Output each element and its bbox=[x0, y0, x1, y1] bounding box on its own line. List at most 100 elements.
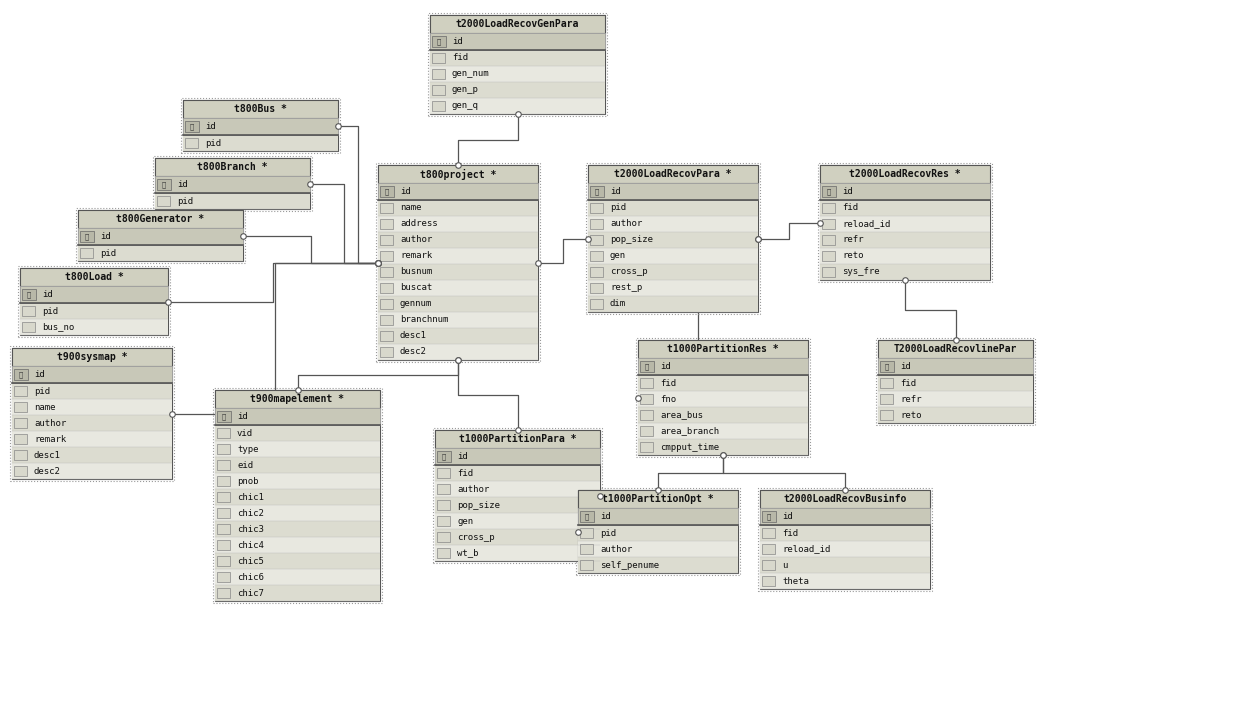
Bar bbox=[590, 219, 603, 229]
Bar bbox=[430, 98, 605, 114]
Text: buscat: buscat bbox=[401, 283, 433, 293]
Bar bbox=[155, 193, 310, 209]
Text: t800project *: t800project * bbox=[420, 169, 496, 179]
Text: refr: refr bbox=[842, 236, 863, 244]
Bar bbox=[14, 418, 27, 428]
Bar bbox=[215, 408, 379, 425]
Bar bbox=[428, 13, 608, 116]
Bar bbox=[379, 283, 393, 293]
Text: id: id bbox=[401, 187, 410, 196]
Bar bbox=[217, 508, 229, 518]
Bar bbox=[435, 465, 600, 481]
Text: ⚿: ⚿ bbox=[84, 233, 89, 240]
Bar bbox=[78, 210, 243, 228]
Text: ⚿: ⚿ bbox=[384, 188, 389, 195]
Text: T2000LoadRecovlinePar: T2000LoadRecovlinePar bbox=[894, 344, 1017, 354]
Bar bbox=[588, 165, 758, 312]
Bar bbox=[217, 428, 229, 438]
Bar bbox=[436, 468, 450, 478]
Text: gen_num: gen_num bbox=[453, 69, 490, 79]
Bar bbox=[20, 286, 167, 303]
Bar bbox=[217, 524, 229, 534]
Bar bbox=[20, 303, 167, 319]
Bar bbox=[436, 500, 450, 510]
Bar bbox=[587, 163, 760, 314]
Bar bbox=[758, 488, 932, 591]
Bar bbox=[22, 289, 36, 300]
Text: t800Bus *: t800Bus * bbox=[234, 104, 286, 114]
Bar bbox=[822, 186, 836, 197]
Bar bbox=[432, 101, 445, 111]
Bar bbox=[14, 450, 27, 460]
Text: reload_id: reload_id bbox=[782, 545, 831, 553]
Text: pop_size: pop_size bbox=[458, 501, 500, 510]
Bar bbox=[578, 525, 738, 541]
Bar bbox=[818, 163, 992, 282]
Bar bbox=[12, 463, 172, 479]
Text: u: u bbox=[782, 560, 787, 570]
Bar bbox=[153, 156, 312, 211]
Text: reload_id: reload_id bbox=[842, 219, 890, 228]
Text: ⚿: ⚿ bbox=[27, 291, 31, 298]
Bar bbox=[185, 121, 198, 132]
Bar bbox=[820, 232, 990, 248]
Text: t900mapelement *: t900mapelement * bbox=[250, 394, 345, 404]
Bar bbox=[822, 203, 835, 213]
Bar bbox=[81, 231, 94, 242]
Text: ⚿: ⚿ bbox=[885, 363, 889, 370]
Text: busnum: busnum bbox=[401, 268, 433, 276]
Text: chic5: chic5 bbox=[237, 556, 264, 565]
Bar bbox=[820, 165, 990, 183]
Bar bbox=[588, 232, 758, 248]
Text: cmpput_time: cmpput_time bbox=[660, 443, 719, 451]
Text: t2000LoadRecovRes *: t2000LoadRecovRes * bbox=[849, 169, 961, 179]
Bar bbox=[78, 210, 243, 261]
Bar bbox=[378, 312, 538, 328]
Bar bbox=[640, 426, 653, 436]
Text: pnob: pnob bbox=[237, 476, 258, 486]
Bar bbox=[820, 200, 990, 216]
Text: id: id bbox=[600, 512, 611, 521]
Bar bbox=[217, 556, 229, 566]
Text: id: id bbox=[237, 412, 248, 421]
Bar bbox=[588, 183, 758, 200]
Text: gen: gen bbox=[610, 251, 626, 261]
Bar bbox=[763, 560, 775, 570]
Bar bbox=[22, 306, 35, 316]
Text: id: id bbox=[660, 362, 671, 371]
Bar bbox=[435, 430, 600, 561]
Text: cross_p: cross_p bbox=[610, 268, 647, 276]
Bar bbox=[760, 557, 930, 573]
Text: bus_no: bus_no bbox=[42, 323, 74, 331]
Text: author: author bbox=[610, 219, 642, 228]
Bar bbox=[215, 489, 379, 505]
Bar bbox=[157, 179, 171, 190]
Bar bbox=[379, 267, 393, 277]
Text: id: id bbox=[177, 180, 187, 189]
Bar bbox=[14, 386, 27, 396]
Text: id: id bbox=[453, 37, 463, 46]
Text: t800Generator *: t800Generator * bbox=[117, 214, 205, 224]
Bar bbox=[379, 315, 393, 325]
Text: name: name bbox=[401, 203, 422, 213]
Bar bbox=[878, 407, 1033, 423]
Bar bbox=[217, 460, 229, 470]
Text: pop_size: pop_size bbox=[610, 236, 653, 244]
Bar bbox=[590, 299, 603, 309]
Bar bbox=[822, 267, 835, 277]
Text: chic2: chic2 bbox=[237, 508, 264, 518]
Bar bbox=[155, 158, 310, 176]
Bar bbox=[217, 476, 229, 486]
Bar bbox=[155, 176, 310, 193]
Bar bbox=[20, 319, 167, 335]
Bar bbox=[76, 208, 246, 263]
Bar bbox=[376, 163, 539, 362]
Text: pid: pid bbox=[100, 248, 117, 258]
Text: chic3: chic3 bbox=[237, 525, 264, 533]
Text: id: id bbox=[33, 370, 45, 379]
Bar bbox=[184, 118, 339, 135]
Text: ⚿: ⚿ bbox=[436, 38, 441, 45]
Text: id: id bbox=[458, 452, 467, 461]
Bar bbox=[379, 203, 393, 213]
Text: dim: dim bbox=[610, 299, 626, 308]
